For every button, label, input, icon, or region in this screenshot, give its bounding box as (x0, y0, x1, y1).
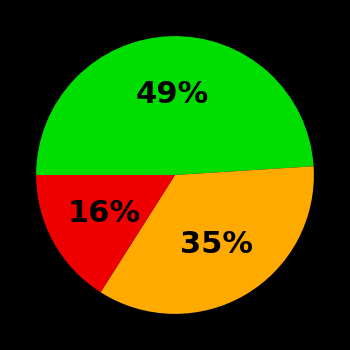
Text: 35%: 35% (180, 230, 252, 259)
Text: 16%: 16% (68, 199, 141, 228)
Text: 49%: 49% (136, 80, 209, 109)
Wedge shape (36, 36, 314, 175)
Wedge shape (36, 175, 175, 292)
Wedge shape (100, 166, 314, 314)
